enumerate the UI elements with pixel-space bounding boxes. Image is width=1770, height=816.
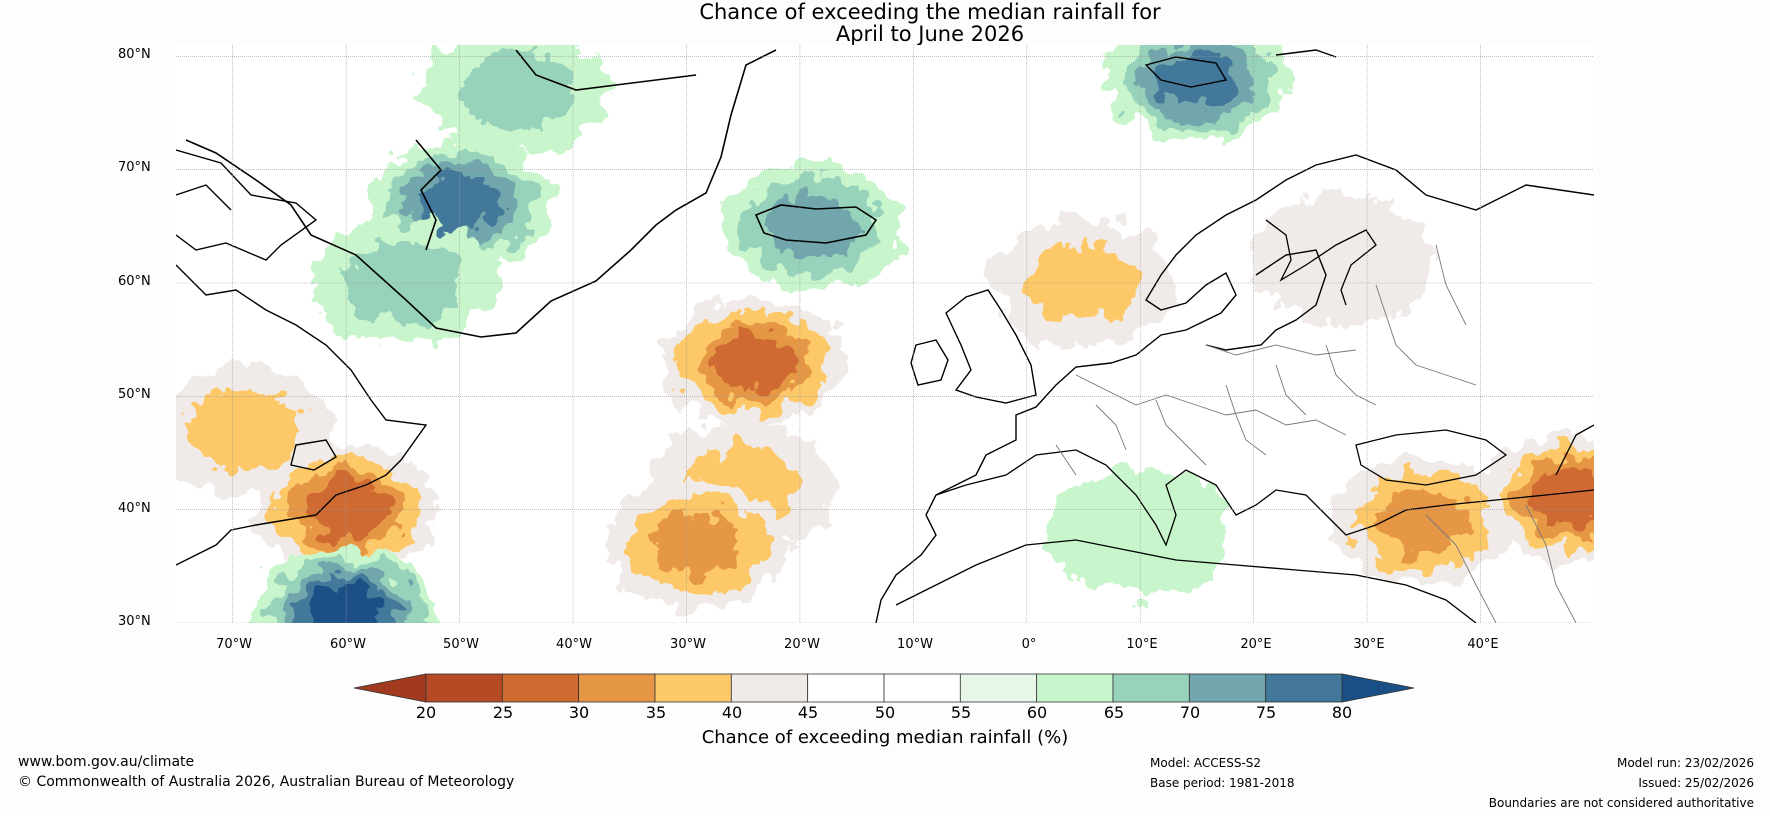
rain-region-azores-dry	[605, 479, 790, 608]
colorbar-tick-label: 70	[1179, 703, 1201, 722]
rain-region-caspian-dry	[1479, 434, 1594, 563]
lon-label: 60°W	[330, 637, 366, 652]
coastlines	[176, 49, 1594, 623]
lon-label: 50°W	[443, 637, 479, 652]
colorbar-tick-label: 20	[415, 703, 437, 722]
boundaries-disclaimer: Boundaries are not considered authoritat…	[1488, 796, 1754, 810]
baffin-island-coastline	[176, 149, 318, 261]
country-borders	[1055, 244, 1577, 623]
colorbar-tick-label: 75	[1255, 703, 1277, 722]
lon-label: 20°E	[1240, 637, 1272, 652]
colorbar-bin	[501, 673, 580, 703]
colorbar-min-extend	[353, 673, 427, 703]
british-isles-coastline	[910, 289, 1037, 404]
colorbar-bin	[807, 673, 885, 703]
colorbar-tick-label: 35	[645, 703, 667, 722]
lon-label: 20°W	[784, 637, 820, 652]
mediterranean-coastline	[895, 424, 1594, 623]
rain-contour	[310, 586, 383, 623]
colorbar-bin	[883, 673, 961, 703]
labrador-newfoundland-coastline	[176, 264, 428, 566]
colorbar-label: Chance of exceeding median rainfall (%)	[701, 727, 1069, 748]
colorbar-bin	[654, 673, 732, 703]
colorbar-tick-label: 25	[492, 703, 514, 722]
website-link[interactable]: www.bom.gov.au/climate	[18, 754, 195, 770]
graticule	[176, 45, 1594, 623]
colorbar-tick-label: 30	[568, 703, 590, 722]
black-sea-coastline	[1355, 429, 1508, 486]
lat-label: 30°N	[118, 614, 151, 629]
rain-contour	[1252, 196, 1437, 325]
lon-label: 70°W	[216, 637, 252, 652]
lat-label: 80°N	[118, 47, 151, 62]
copyright-text: © Commonwealth of Australia 2026, Austra…	[18, 774, 515, 790]
rain-region-north-atlantic-dry-core	[662, 298, 847, 427]
rain-region-subtropical-atlantic-wet	[254, 547, 439, 623]
rain-contour	[715, 334, 795, 391]
lat-label: 50°N	[118, 387, 151, 402]
lat-label: 70°N	[118, 160, 151, 175]
colorbar-bin	[1265, 673, 1343, 703]
rain-contour	[459, 50, 574, 131]
lon-label: 40°E	[1467, 637, 1499, 652]
colorbar-bin	[959, 673, 1038, 703]
rainfall-field	[176, 45, 1594, 623]
country-border	[1055, 244, 1577, 623]
colorbar-max-extend	[1341, 673, 1415, 703]
colorbar-tick-label: 80	[1331, 703, 1353, 722]
rain-contour	[765, 194, 857, 259]
colorbar-bin	[578, 673, 656, 703]
colorbar-tick-label: 60	[1026, 703, 1048, 722]
iceland-coastline	[754, 204, 878, 244]
issued-date: Issued: 25/02/2026	[1638, 776, 1754, 790]
colorbar-bin	[1188, 673, 1267, 703]
lon-label: 30°W	[670, 637, 706, 652]
europe-coastline	[875, 154, 1594, 623]
baltic-coastline	[1265, 219, 1377, 306]
rain-contour	[187, 390, 302, 471]
rain-contour	[1378, 489, 1470, 553]
map-title-line-2: April to June 2026	[835, 22, 1025, 46]
lon-label: 10°E	[1126, 637, 1158, 652]
lat-label: 40°N	[118, 501, 151, 516]
rain-region-iceland-wet	[719, 162, 904, 291]
map-title-line-1: Chance of exceeding the median rainfall …	[699, 0, 1161, 24]
rain-contour	[1048, 468, 1233, 597]
colorbar-tick-label: 45	[797, 703, 819, 722]
base-period: Base period: 1981-2018	[1150, 776, 1295, 790]
colorbar-tick-label: 65	[1103, 703, 1125, 722]
greenland-coastline	[185, 49, 777, 338]
rain-region-finland-dry	[1252, 196, 1437, 325]
model-name: Model: ACCESS-S2	[1150, 756, 1262, 770]
rain-contour	[652, 511, 744, 576]
lat-label: 60°N	[118, 274, 151, 289]
rain-contour	[1026, 243, 1141, 323]
lon-label: 10°W	[897, 637, 933, 652]
model-run-date: Model run: 23/02/2026	[1616, 756, 1754, 770]
rain-region-greenland-north-wet	[424, 45, 609, 155]
rain-contour	[1531, 470, 1594, 527]
rain-region-mediterranean-wet	[1048, 468, 1233, 597]
map-canvas	[176, 45, 1594, 623]
rainfall-probability-map	[176, 45, 1594, 623]
lon-label: 40°W	[556, 637, 592, 652]
lon-label: 0°	[1021, 637, 1037, 652]
colorbar-bin	[425, 673, 503, 703]
rain-region-scandinavia-dry	[991, 219, 1176, 347]
colorbar-bin	[1036, 673, 1114, 703]
colorbar-tick-label: 50	[874, 703, 896, 722]
colorbar-bin	[730, 673, 809, 703]
colorbar-tick-label: 40	[721, 703, 743, 722]
colorbar	[353, 673, 1415, 703]
lon-label: 30°E	[1353, 637, 1385, 652]
svalbard-coastline	[1144, 49, 1337, 88]
colorbar-tick-label: 55	[950, 703, 972, 722]
colorbar-bin	[1112, 673, 1190, 703]
